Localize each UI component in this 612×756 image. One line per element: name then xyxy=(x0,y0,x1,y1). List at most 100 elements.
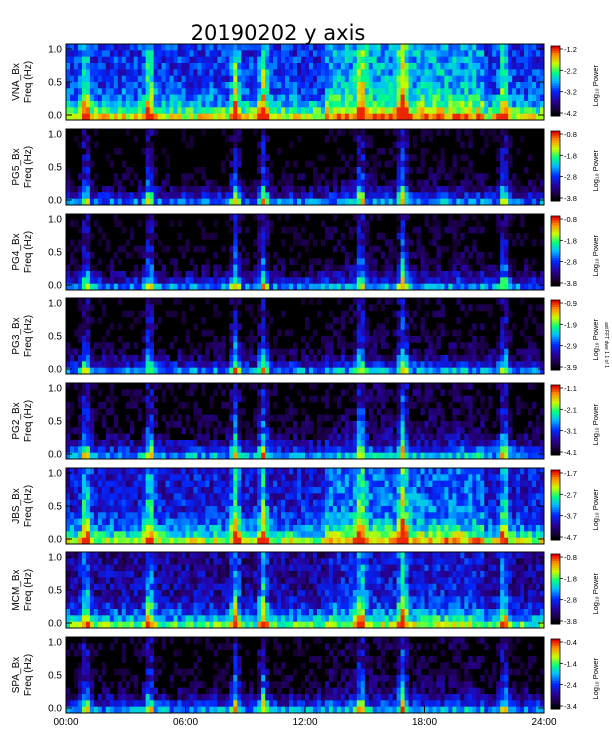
heatmap-cell xyxy=(229,69,234,77)
heatmap-cell xyxy=(436,160,441,168)
heatmap-cell xyxy=(452,452,457,460)
heatmap-cell xyxy=(109,63,115,70)
heatmap-cell xyxy=(133,361,139,369)
heatmap-cell xyxy=(197,361,202,369)
heatmap-cell xyxy=(428,63,433,70)
heatmap-cell xyxy=(540,82,545,89)
heatmap-cell xyxy=(225,446,230,454)
heatmap-cell xyxy=(81,367,87,375)
heatmap-cell xyxy=(436,220,441,228)
heatmap-cell xyxy=(336,421,342,428)
heatmap-cell xyxy=(492,440,497,447)
heatmap-cell xyxy=(528,440,533,447)
heatmap-cell xyxy=(289,107,294,115)
heatmap-cell xyxy=(69,186,75,193)
heatmap-cell xyxy=(145,88,151,96)
heatmap-cell xyxy=(225,433,230,441)
heatmap-cell xyxy=(173,69,178,77)
heatmap-cell xyxy=(356,446,362,454)
heatmap-cell xyxy=(524,233,529,240)
heatmap-cell xyxy=(412,63,417,70)
heatmap-cell xyxy=(66,69,71,77)
heatmap-cell xyxy=(440,361,445,369)
heatmap-cell xyxy=(125,75,131,83)
heatmap-cell xyxy=(257,304,262,312)
heatmap-cell xyxy=(312,186,318,193)
heatmap-cell xyxy=(257,283,262,291)
heatmap-cell xyxy=(380,82,386,89)
heatmap-cell xyxy=(117,283,123,291)
heatmap-cell xyxy=(472,75,477,83)
heatmap-cell xyxy=(197,101,202,108)
heatmap-cell xyxy=(532,317,537,324)
heatmap-cell xyxy=(121,82,127,89)
heatmap-cell xyxy=(492,107,497,115)
heatmap-cell xyxy=(261,63,266,70)
heatmap-cell xyxy=(424,367,429,375)
heatmap-cell xyxy=(133,342,139,350)
heatmap-cell xyxy=(332,421,338,428)
heatmap-cell xyxy=(404,167,409,174)
heatmap-cell xyxy=(308,82,314,89)
heatmap-cell xyxy=(229,310,234,318)
heatmap-cell xyxy=(285,75,290,83)
heatmap-cell xyxy=(237,414,242,422)
heatmap-cell xyxy=(253,88,258,96)
heatmap-cell xyxy=(396,440,401,447)
heatmap-cell xyxy=(153,75,159,83)
heatmap-cell xyxy=(145,277,151,285)
heatmap-cell xyxy=(205,298,210,305)
heatmap-cell xyxy=(141,82,147,89)
heatmap-cell xyxy=(340,192,346,200)
heatmap-cell xyxy=(157,317,162,324)
heatmap-cell xyxy=(504,427,509,435)
heatmap-cell xyxy=(432,233,437,240)
heatmap-cell xyxy=(145,361,151,369)
heatmap-cell xyxy=(229,264,234,272)
heatmap-cell xyxy=(432,433,437,441)
heatmap-cell xyxy=(424,421,429,428)
heatmap-cell xyxy=(301,63,306,70)
heatmap-cell xyxy=(205,329,210,337)
heatmap-cell xyxy=(432,50,437,58)
heatmap-cell xyxy=(504,258,509,266)
heatmap-cell xyxy=(400,310,405,318)
heatmap-cell xyxy=(388,277,394,285)
heatmap-cell xyxy=(277,414,282,422)
heatmap-cell xyxy=(257,421,262,428)
heatmap-cell xyxy=(289,56,294,64)
heatmap-cell xyxy=(81,154,87,162)
heatmap-cell xyxy=(269,82,274,89)
heatmap-cell xyxy=(97,440,103,447)
heatmap-cell xyxy=(177,82,182,89)
heatmap-cell xyxy=(241,277,246,285)
heatmap-cell xyxy=(105,264,111,272)
heatmap-cell xyxy=(500,113,505,121)
heatmap-cell xyxy=(81,304,87,312)
colorbar-segment xyxy=(551,111,560,115)
heatmap-cell xyxy=(440,271,445,278)
heatmap-cell xyxy=(293,277,298,285)
heatmap-cell xyxy=(101,44,107,51)
colorbar-segment xyxy=(551,147,560,151)
heatmap-cell xyxy=(217,348,222,356)
heatmap-cell xyxy=(281,198,286,206)
heatmap-cell xyxy=(448,427,453,435)
heatmap-cell xyxy=(109,160,115,168)
heatmap-cell xyxy=(165,113,170,121)
heatmap-cell xyxy=(364,336,370,343)
heatmap-cell xyxy=(125,440,131,447)
heatmap-cell xyxy=(380,101,386,108)
heatmap-cell xyxy=(269,56,274,64)
heatmap-cell xyxy=(165,173,170,181)
heatmap-cell xyxy=(233,186,238,193)
heatmap-cell xyxy=(480,252,485,259)
heatmap-cell xyxy=(105,361,111,369)
heatmap-cell xyxy=(456,367,461,375)
heatmap-cell xyxy=(77,433,83,441)
heatmap-cell xyxy=(352,75,358,83)
heatmap-cell xyxy=(380,94,386,102)
heatmap-cell xyxy=(66,75,71,83)
heatmap-cell xyxy=(452,186,457,193)
heatmap-cell xyxy=(508,154,513,162)
